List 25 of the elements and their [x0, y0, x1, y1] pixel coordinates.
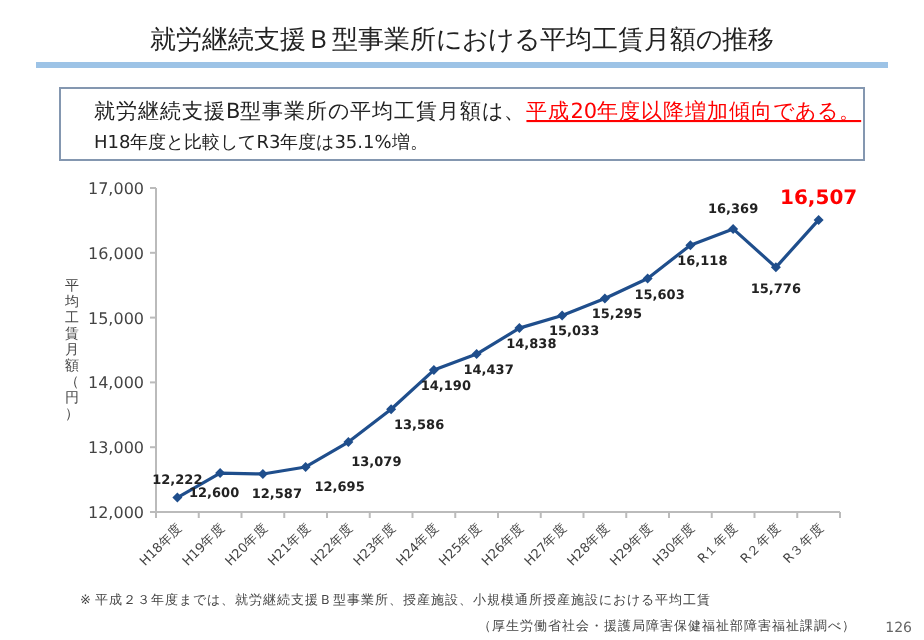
point: [642, 273, 653, 284]
point: [343, 437, 354, 448]
point: [428, 365, 439, 376]
point: [770, 262, 781, 273]
point: [300, 461, 311, 472]
point: [386, 404, 397, 415]
text: 平成20年度以降増加傾向である。: [526, 98, 862, 124]
y-tick-label: 17,000: [88, 180, 144, 198]
y-tick-label: 13,000: [88, 439, 144, 458]
y-tick-label: 16,000: [88, 244, 144, 263]
point: [685, 240, 696, 251]
text: 就労継続支援B型事業所の平均工賃月額は、: [94, 98, 527, 124]
point: [172, 492, 183, 503]
y-tick-label: 12,000: [88, 504, 144, 522]
y-tick-label: 14,000: [88, 374, 144, 393]
point: [514, 323, 525, 334]
point: [557, 310, 568, 321]
text: H18年度と比較してR3年度は35.1%増。: [94, 132, 428, 154]
point: [471, 349, 482, 360]
data-label: 16,507: [780, 187, 858, 210]
chart-title: 就労継続支援Ｂ型事業所における平均工賃月額の推移: [150, 26, 774, 56]
point: [813, 214, 824, 225]
point: [599, 293, 610, 304]
point: [728, 223, 739, 234]
y-tick-label: 15,000: [88, 309, 144, 328]
